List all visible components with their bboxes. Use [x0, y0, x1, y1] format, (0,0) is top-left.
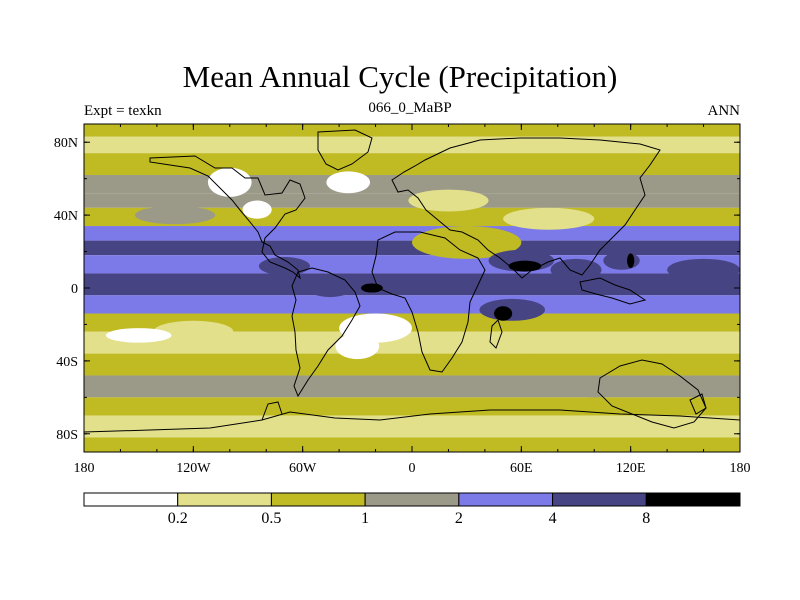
- precip-cell-23: [494, 306, 513, 321]
- y-tick-label: 0: [71, 282, 78, 297]
- colorbar: 0.2 0.5 1 2 4 8: [83, 492, 741, 527]
- colorbar-segment-2: [270, 492, 366, 507]
- coastline-north-america: [149, 155, 306, 280]
- precip-cell-6: [135, 206, 216, 225]
- y-tick-label: 40S: [56, 355, 78, 370]
- precipitation-field: [84, 124, 740, 452]
- x-tick-label: 120W: [176, 461, 211, 476]
- precip-band-0: [84, 124, 740, 137]
- precip-band-11: [84, 313, 740, 332]
- colorbar-segment-3: [364, 492, 460, 507]
- colorbar-segment-1: [177, 492, 272, 507]
- precip-band-9: [84, 273, 740, 296]
- x-tick-label: 0: [409, 461, 416, 476]
- precip-cell-9: [153, 320, 234, 343]
- colorbar-label: 4: [549, 510, 557, 527]
- precip-band-14: [84, 375, 740, 398]
- colorbar-label: 0.5: [261, 510, 281, 527]
- coastline-antarctica: [84, 409, 740, 433]
- x-tick-label: 180: [730, 461, 751, 476]
- precip-band-8: [84, 255, 740, 274]
- x-tick-label: 60W: [289, 461, 317, 476]
- x-tick-label: 180: [74, 461, 95, 476]
- colorbar-segment-6: [645, 492, 741, 507]
- colorbar-label: 1: [361, 510, 369, 527]
- coastline-australia: [597, 359, 707, 429]
- precip-cell-12: [627, 331, 708, 354]
- precip-cell-4: [412, 226, 522, 259]
- precip-band-13: [84, 353, 740, 376]
- axis-ticks: [83, 124, 741, 452]
- precip-cell-11: [501, 331, 560, 354]
- precip-band-10: [84, 295, 740, 314]
- precip-cell-22: [360, 283, 383, 293]
- x-tick-label: 60E: [510, 461, 533, 476]
- chart-title: Mean Annual Cycle (Precipitation): [182, 59, 618, 94]
- precip-cell-17: [308, 278, 352, 298]
- precip-band-16: [84, 415, 740, 438]
- colorbar-segment-4: [458, 492, 554, 507]
- coastline-south-america: [291, 267, 361, 398]
- coastlines: [84, 129, 740, 433]
- precip-cell-16: [258, 257, 310, 276]
- coastline-antarctic-peninsula: [261, 401, 283, 421]
- precip-band-7: [84, 240, 740, 256]
- colorbar-label: 0.2: [168, 510, 188, 527]
- precip-band-2: [84, 153, 740, 176]
- coastline-eurasia: [391, 137, 661, 279]
- precip-cell-10: [105, 328, 172, 343]
- y-tick-label: 80S: [56, 428, 78, 443]
- precip-cell-1: [242, 200, 272, 219]
- x-tick-label: 120E: [616, 461, 646, 476]
- precip-cell-3: [408, 189, 489, 212]
- precip-cell-15: [550, 258, 602, 281]
- precip-band-15: [84, 397, 740, 416]
- precip-cell-13: [557, 379, 631, 398]
- precip-cell-8: [335, 333, 380, 360]
- precip-band-6: [84, 226, 740, 241]
- colorbar-segment-0: [83, 492, 179, 507]
- coastline-greenland: [317, 129, 373, 171]
- coastline-africa: [371, 231, 486, 373]
- precip-band-12: [84, 331, 740, 354]
- y-tick-label: 80N: [54, 136, 78, 151]
- precip-cell-2: [326, 171, 371, 194]
- precip-cell-19: [667, 258, 740, 281]
- colorbar-segment-5: [552, 492, 647, 507]
- precip-band-1: [84, 136, 740, 154]
- precip-cell-5: [503, 207, 595, 230]
- coastline-maritime-continent: [579, 277, 647, 305]
- season-label: ANN: [707, 103, 741, 119]
- colorbar-label: 2: [455, 510, 463, 527]
- period-label: 066_0_MaBP: [368, 100, 452, 116]
- coastline-madagascar: [489, 319, 503, 349]
- y-tick-label: 40N: [54, 209, 78, 224]
- coastline-new-zealand: [689, 393, 707, 415]
- precip-band-17: [84, 437, 740, 452]
- precip-cell-18: [479, 298, 546, 321]
- colorbar-label: 8: [642, 510, 650, 527]
- precip-cell-24: [627, 253, 635, 268]
- experiment-label: Expt = texkn: [84, 103, 162, 119]
- axis-labels: 180 120W 60W 0 60E 120E 180 80N 40N 0 40S 80S: [54, 136, 751, 476]
